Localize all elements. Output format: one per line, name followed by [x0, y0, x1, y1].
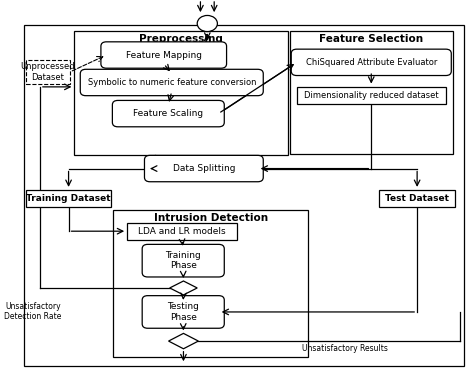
Text: Unsatisfactory
Detection Rate: Unsatisfactory Detection Rate — [4, 302, 62, 322]
Polygon shape — [170, 281, 197, 295]
Text: Symbolic to numeric feature conversion: Symbolic to numeric feature conversion — [88, 78, 256, 87]
Bar — [113, 210, 308, 357]
FancyBboxPatch shape — [291, 49, 451, 76]
Text: Intrusion Detection: Intrusion Detection — [154, 214, 268, 223]
Text: Feature Scaling: Feature Scaling — [133, 109, 203, 118]
Bar — [297, 86, 446, 104]
Circle shape — [197, 15, 218, 31]
Text: Testing
Phase: Testing Phase — [167, 302, 199, 322]
Text: ChiSquared Attribute Evaluator: ChiSquared Attribute Evaluator — [306, 58, 437, 67]
FancyBboxPatch shape — [101, 42, 227, 68]
Bar — [379, 190, 455, 207]
Bar — [26, 190, 111, 207]
Text: Feature Selection: Feature Selection — [319, 34, 423, 44]
Polygon shape — [169, 333, 198, 349]
Text: Unsatisfactory Results: Unsatisfactory Results — [302, 344, 388, 353]
Text: Data Splitting: Data Splitting — [173, 164, 235, 173]
Text: Feature Mapping: Feature Mapping — [126, 50, 202, 59]
Text: Dimensionality reduced dataset: Dimensionality reduced dataset — [304, 91, 438, 100]
Bar — [127, 223, 237, 240]
Bar — [290, 31, 453, 154]
Text: Unprocessed
Dataset: Unprocessed Dataset — [21, 62, 75, 82]
Bar — [26, 60, 70, 84]
FancyBboxPatch shape — [142, 244, 224, 277]
FancyBboxPatch shape — [145, 155, 263, 182]
FancyBboxPatch shape — [80, 69, 263, 96]
Text: Training
Phase: Training Phase — [165, 251, 201, 270]
Bar — [74, 31, 288, 155]
Text: Test Dataset: Test Dataset — [385, 194, 449, 203]
Text: Training Dataset: Training Dataset — [26, 194, 111, 203]
Text: LDA and LR models: LDA and LR models — [138, 227, 226, 236]
Text: Preprocessing: Preprocessing — [139, 34, 223, 44]
FancyBboxPatch shape — [142, 296, 224, 328]
FancyBboxPatch shape — [112, 101, 224, 127]
